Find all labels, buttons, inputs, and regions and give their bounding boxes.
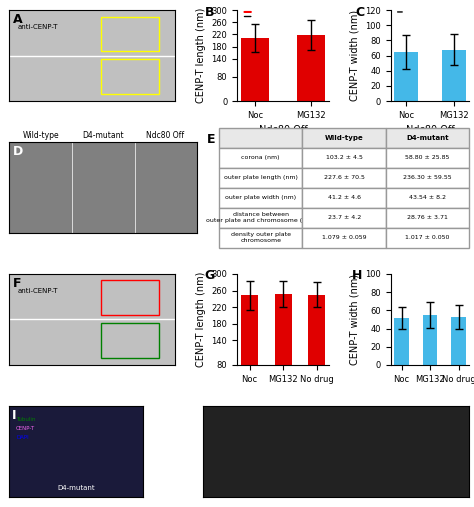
Text: Ndc80 Off: Ndc80 Off	[146, 130, 184, 139]
Text: CENP-T: CENP-T	[16, 426, 35, 431]
Text: F: F	[13, 277, 21, 289]
Text: I: I	[12, 409, 17, 422]
Y-axis label: CENP-T length (nm): CENP-T length (nm)	[196, 8, 206, 103]
Text: Wild-type: Wild-type	[23, 130, 60, 139]
Text: C: C	[356, 6, 365, 19]
Bar	[308, 295, 325, 398]
Y-axis label: CENP-T width (nm): CENP-T width (nm)	[350, 10, 360, 101]
X-axis label: Ndc80 Off: Ndc80 Off	[406, 125, 455, 135]
Bar	[394, 318, 409, 365]
Text: anti-CENP-T: anti-CENP-T	[18, 287, 58, 294]
Bar	[442, 50, 465, 101]
Text: anti-CENP-T: anti-CENP-T	[18, 24, 58, 30]
Y-axis label: CENP-T width (nm): CENP-T width (nm)	[350, 274, 360, 365]
X-axis label: Ndc80 Off: Ndc80 Off	[259, 125, 308, 135]
Y-axis label: CENP-T length (nm): CENP-T length (nm)	[196, 272, 206, 367]
Bar	[275, 294, 292, 398]
Bar	[241, 38, 269, 101]
Text: E: E	[207, 133, 215, 146]
Text: D4-mutant: D4-mutant	[57, 485, 95, 491]
Bar	[101, 323, 159, 357]
Text: D4-mutant: D4-mutant	[82, 130, 124, 139]
Bar	[241, 296, 258, 398]
Bar	[451, 317, 465, 365]
Text: DAPI: DAPI	[16, 435, 29, 440]
Bar	[101, 17, 159, 51]
Text: H: H	[352, 269, 362, 282]
Text: A: A	[13, 13, 22, 26]
Text: Tubulin: Tubulin	[16, 417, 36, 422]
Bar	[101, 280, 159, 315]
Text: D: D	[13, 145, 24, 158]
Bar	[423, 315, 437, 365]
Bar	[297, 35, 325, 101]
Bar	[101, 59, 159, 94]
Bar	[394, 52, 418, 101]
Text: B: B	[205, 6, 214, 19]
Text: G: G	[205, 269, 215, 282]
